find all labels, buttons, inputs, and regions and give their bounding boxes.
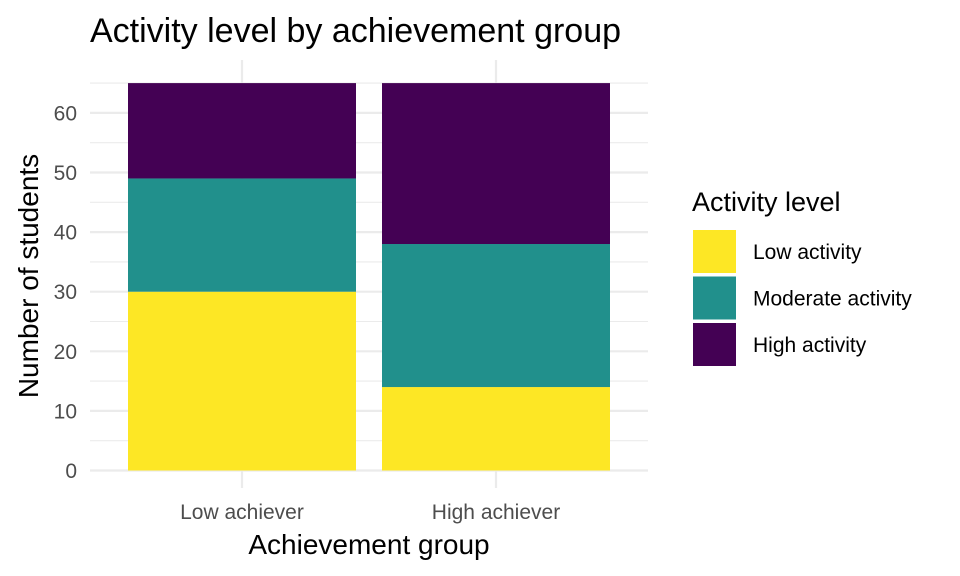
x-axis-title: Achievement group (248, 529, 489, 560)
legend-items: Low activity Moderate activity High activi… (693, 230, 912, 366)
bars (128, 83, 610, 471)
y-tick-label: 30 (54, 281, 77, 304)
y-tick-label: 60 (54, 102, 77, 125)
legend-swatch (693, 230, 736, 273)
legend-title: Activity level (692, 187, 841, 217)
x-tick-label: High achiever (432, 501, 560, 524)
y-tick-label: 0 (65, 460, 77, 483)
bar-high-activity-high-achiever (382, 83, 610, 245)
legend-swatch (693, 276, 736, 320)
x-axis-ticks: Low achiever High achiever (180, 501, 560, 524)
y-tick-label: 20 (54, 341, 77, 364)
legend-label: Moderate activity (753, 288, 912, 311)
bar-high-activity-low-achiever (128, 83, 356, 179)
y-axis-title: Number of students (13, 154, 44, 398)
y-tick-label: 40 (54, 222, 77, 245)
legend-label: Low activity (753, 241, 862, 264)
bar-low-activity-high-achiever (382, 387, 610, 471)
y-axis-ticks: 0 10 20 30 40 50 60 (54, 102, 77, 483)
legend-swatch (693, 323, 736, 366)
legend-label: High activity (753, 334, 867, 357)
chart-title: Activity level by achievement group (90, 12, 621, 50)
x-tick-label: Low achiever (180, 501, 304, 524)
legend: Activity level Low activity Moderate acti… (692, 187, 912, 366)
y-tick-label: 50 (54, 162, 77, 185)
y-tick-label: 10 (54, 400, 77, 423)
bar-moderate-activity-low-achiever (128, 178, 356, 292)
bar-low-activity-low-achiever (128, 291, 356, 471)
bar-moderate-activity-high-achiever (382, 244, 610, 388)
